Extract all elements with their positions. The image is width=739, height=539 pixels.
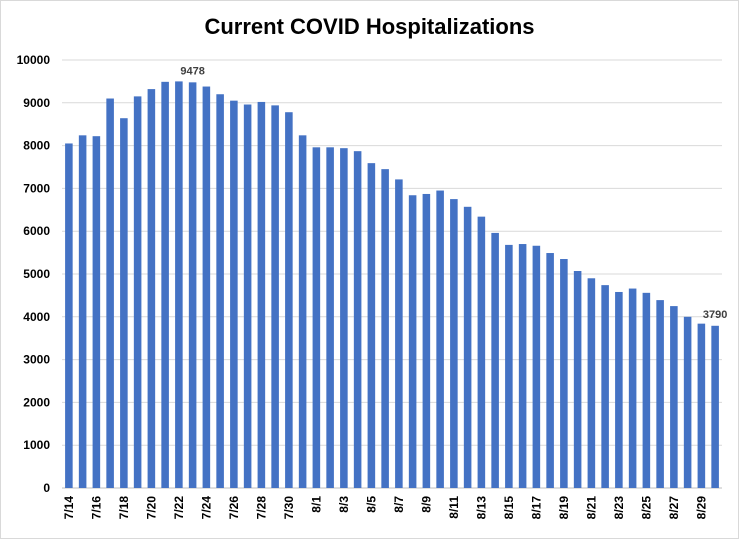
bar	[436, 190, 444, 489]
x-tick-label: 7/30	[282, 496, 296, 520]
bar	[133, 96, 142, 488]
bar	[120, 118, 128, 488]
bar	[367, 163, 376, 488]
chart-title: Current COVID Hospitalizations	[204, 14, 535, 39]
x-tick-label: 7/24	[199, 496, 213, 520]
bar	[491, 232, 499, 488]
bar	[298, 135, 307, 488]
x-tick-label: 8/7	[392, 496, 406, 513]
bar	[670, 306, 678, 488]
x-tick-label: 8/1	[309, 496, 323, 513]
bar	[65, 143, 73, 488]
data-labels: 9478 3790	[180, 65, 727, 320]
gridlines	[62, 59, 722, 489]
y-tick-label: 2000	[23, 395, 50, 409]
bar	[230, 100, 238, 488]
x-tick-label: 8/11	[447, 496, 461, 519]
bar	[78, 135, 87, 488]
bar	[257, 101, 266, 488]
bar	[381, 169, 389, 488]
bar	[161, 81, 169, 488]
x-tick-label: 8/21	[584, 496, 598, 520]
y-tick-label: 4000	[23, 310, 50, 324]
x-tick-label: 8/15	[502, 496, 516, 520]
bar	[202, 86, 211, 488]
bar	[92, 136, 101, 488]
bar	[518, 244, 527, 488]
x-tick-label: 7/22	[172, 496, 186, 520]
data-label: 9478	[180, 65, 204, 77]
x-axis-tick-labels: 7/14 7/16 7/18 7/20 7/22 7/24 7/26 7/28 7/30 8/1 8…	[62, 496, 709, 520]
x-tick-label: 7/20	[144, 496, 158, 520]
bar	[147, 89, 156, 488]
x-tick-label: 8/13	[474, 496, 488, 520]
y-tick-label: 5000	[23, 267, 50, 281]
bar	[615, 291, 623, 488]
y-tick-label: 3000	[23, 353, 50, 367]
bar	[463, 206, 472, 488]
bar	[450, 199, 458, 488]
bar	[587, 278, 596, 488]
bar	[312, 147, 321, 488]
bar	[422, 193, 431, 489]
bar	[505, 244, 513, 488]
bar	[601, 285, 609, 488]
y-tick-label: 7000	[23, 181, 50, 195]
bar	[477, 216, 486, 488]
bars	[65, 81, 719, 489]
x-tick-label: 7/14	[62, 496, 76, 520]
bar	[573, 271, 582, 488]
bar	[697, 323, 706, 488]
bar	[188, 82, 197, 488]
x-tick-label: 8/23	[612, 496, 626, 520]
bar	[395, 179, 403, 489]
bar	[532, 245, 541, 488]
bar	[271, 105, 279, 489]
bar	[408, 195, 417, 489]
bar	[683, 316, 692, 488]
x-tick-label: 7/18	[117, 496, 131, 520]
x-tick-label: 7/28	[254, 496, 268, 520]
x-tick-label: 8/3	[337, 496, 351, 513]
x-tick-label: 8/29	[694, 496, 708, 520]
bar	[560, 259, 568, 488]
bar	[642, 292, 651, 488]
bar	[106, 98, 114, 489]
y-tick-label: 9000	[23, 96, 50, 110]
bar	[285, 112, 293, 488]
x-tick-label: 8/17	[529, 496, 543, 520]
x-tick-label: 7/16	[89, 496, 103, 520]
x-tick-label: 8/5	[364, 496, 378, 513]
x-tick-label: 8/27	[667, 496, 681, 520]
bar	[546, 253, 554, 488]
bar	[175, 81, 183, 489]
bar	[326, 147, 334, 488]
x-tick-label: 8/9	[419, 496, 433, 513]
y-tick-label: 10000	[17, 53, 51, 67]
bar	[656, 300, 664, 488]
bar	[243, 104, 252, 489]
y-tick-label: 0	[43, 481, 50, 495]
y-axis-tick-labels: 0 1000 2000 3000 4000 5000 6000 7000 8000 9000 100…	[17, 53, 51, 495]
bar	[711, 325, 719, 488]
bar	[628, 288, 637, 488]
bar	[353, 151, 362, 488]
data-label: 3790	[703, 309, 727, 321]
y-tick-label: 1000	[23, 438, 50, 452]
x-tick-label: 7/26	[227, 496, 241, 520]
y-tick-label: 6000	[23, 224, 50, 238]
x-tick-label: 8/19	[557, 496, 571, 520]
bar	[340, 148, 348, 488]
y-tick-label: 8000	[23, 139, 50, 153]
bar	[216, 94, 224, 489]
x-tick-label: 8/25	[639, 496, 653, 520]
